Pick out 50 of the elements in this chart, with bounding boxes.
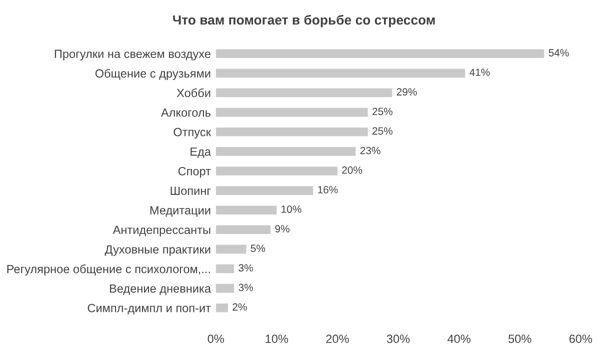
y-tick-label: Медитации — [150, 206, 210, 217]
data-label: 3% — [238, 284, 253, 292]
bar — [216, 244, 246, 254]
data-label: 9% — [275, 225, 290, 232]
y-tick-label: Ведение дневника — [110, 284, 211, 295]
x-tick-label: 20% — [326, 334, 349, 343]
y-tick-label: Хобби — [176, 88, 210, 98]
data-label: 29% — [396, 88, 417, 96]
data-label: 54% — [548, 49, 569, 56]
x-tick-label: 40% — [447, 334, 470, 343]
bar — [216, 206, 277, 214]
x-tick-label: 30% — [386, 334, 410, 343]
data-label: 41% — [470, 68, 490, 76]
x-tick-label: 0% — [208, 334, 224, 343]
x-tick-label: 10% — [266, 334, 288, 343]
y-tick-label: Духовные практики — [104, 245, 210, 256]
data-label: 2% — [232, 303, 247, 311]
data-label: 5% — [250, 244, 266, 252]
data-label: 20% — [342, 166, 362, 174]
bar — [216, 49, 544, 58]
y-tick-label: Алкоголь — [161, 108, 210, 117]
data-label: 3% — [238, 264, 253, 272]
bar — [216, 127, 368, 136]
bar — [216, 303, 228, 312]
bar — [216, 88, 392, 98]
bar — [216, 186, 314, 195]
data-label: 10% — [282, 206, 302, 213]
y-tick-label: Отпуск — [174, 128, 212, 139]
bar — [216, 264, 234, 274]
bar — [216, 284, 234, 293]
data-label: 25% — [372, 108, 392, 116]
bar — [216, 166, 338, 176]
x-tick-label: 50% — [508, 334, 532, 343]
y-tick-label: Антидепрессанты — [112, 226, 210, 236]
bar — [216, 68, 466, 78]
y-tick-label: Еда — [190, 148, 211, 158]
bar — [216, 225, 271, 234]
y-tick-label: Шопинг — [170, 186, 211, 195]
chart-title: Что вам помогает в борьбе со стрессом — [173, 14, 435, 28]
y-tick-label: Регулярное общение с психологом,... — [7, 264, 210, 276]
y-tick-label: Прогулки на свежем воздухе — [54, 50, 210, 60]
bar — [216, 147, 356, 156]
x-tick-label: 60% — [569, 334, 592, 343]
data-label: 16% — [318, 186, 338, 194]
y-tick-label: Симпл-димпл и поп-ит — [88, 304, 211, 315]
data-label: 23% — [360, 146, 380, 154]
bar — [216, 108, 368, 117]
y-tick-label: Общение с друзьями — [95, 68, 210, 80]
y-tick-label: Спорт — [178, 167, 211, 178]
data-label: 25% — [372, 127, 392, 135]
